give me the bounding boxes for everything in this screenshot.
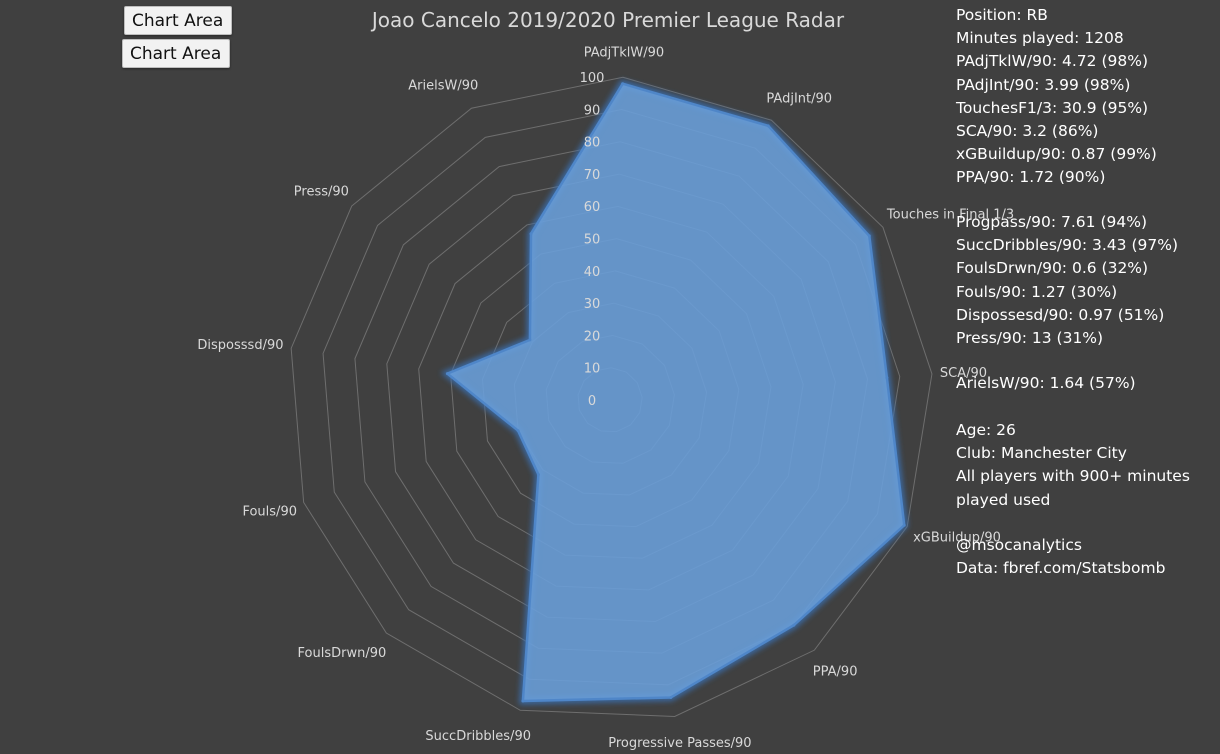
radar-series bbox=[440, 79, 908, 705]
info-line: TouchesF1/3: 30.9 (95%) bbox=[956, 98, 1149, 117]
tick-label: 80 bbox=[584, 136, 601, 151]
radar-tick-labels: 0 10 20 30 40 50 60 70 80 90 100 bbox=[580, 71, 605, 409]
info-line: SuccDribbles/90: 3.43 (97%) bbox=[956, 236, 1178, 255]
tick-label: 40 bbox=[584, 265, 601, 280]
series-vertex bbox=[902, 523, 906, 527]
axis-label: SCA/90 bbox=[940, 366, 987, 381]
axis-label: Disposssd/90 bbox=[197, 338, 283, 353]
info-block-club: Age: 26 Club: Manchester City All player… bbox=[956, 419, 1190, 512]
info-line: PPA/90: 1.72 (90%) bbox=[956, 168, 1106, 187]
info-line: PAdjInt/90: 3.99 (98%) bbox=[956, 75, 1131, 94]
info-line: xGBuildup/90: 0.87 (99%) bbox=[956, 145, 1157, 164]
axis-label: SuccDribbles/90 bbox=[425, 729, 531, 744]
tick-label: 100 bbox=[580, 71, 605, 86]
axis-label: Touches in Final 1/3 bbox=[886, 207, 1014, 222]
info-line: Age: 26 bbox=[956, 421, 1016, 439]
info-line: Progpass/90: 7.61 (94%) bbox=[956, 213, 1147, 231]
info-line: played used bbox=[956, 490, 1051, 509]
tick-label: 90 bbox=[584, 103, 601, 118]
series-vertex bbox=[529, 232, 533, 236]
series-vertex bbox=[516, 429, 520, 433]
series-vertex bbox=[528, 338, 532, 342]
series-vertex bbox=[536, 473, 540, 477]
series-vertex bbox=[521, 699, 525, 703]
chart-area-tooltip: Chart Area bbox=[124, 6, 233, 35]
tick-label: 50 bbox=[584, 233, 601, 248]
series-area bbox=[446, 82, 906, 703]
tick-label: 20 bbox=[584, 329, 601, 344]
tick-label: 10 bbox=[584, 362, 601, 377]
axis-label: Progressive Passes/90 bbox=[608, 736, 751, 751]
series-vertex bbox=[621, 82, 625, 86]
tick-label: 0 bbox=[588, 394, 596, 409]
axis-label: PAdjInt/90 bbox=[766, 92, 832, 107]
info-block-credits: @msocanalytics Data: fbref.com/Statsbomb bbox=[956, 534, 1165, 580]
series-vertex bbox=[669, 695, 673, 699]
grid-ring bbox=[290, 76, 933, 717]
info-block-player: Position: RB Minutes played: 1208 PAdjTk… bbox=[956, 4, 1157, 190]
axis-label: xGBuildup/90 bbox=[913, 531, 1001, 546]
info-line: Fouls/90: 1.27 (30%) bbox=[956, 282, 1118, 301]
info-line: PAdjTklW/90: 4.72 (98%) bbox=[956, 52, 1148, 71]
info-block-aerial: ArielsW/90: 1.64 (57%) bbox=[956, 372, 1136, 395]
axis-label: Fouls/90 bbox=[242, 505, 297, 520]
axis-label: PAdjTklW/90 bbox=[584, 45, 664, 60]
chart-title: Joao Cancelo 2019/2020 Premier League Ra… bbox=[370, 8, 845, 32]
radar-axis-labels: PAdjTklW/90 PAdjInt/90 Touches in Final 1/… bbox=[197, 45, 1014, 751]
tick-label: 70 bbox=[584, 168, 601, 183]
info-block-stats: Progpass/90: 7.61 (94%) SuccDribbles/90:… bbox=[956, 211, 1178, 350]
info-line: Data: fbref.com/Statsbomb bbox=[956, 559, 1166, 578]
chart-area-tooltip: Chart Area bbox=[122, 39, 231, 68]
series-vertex bbox=[792, 623, 796, 627]
axis-label: ArielsW/90 bbox=[408, 79, 478, 94]
info-line: ArielsW/90: 1.64 (57%) bbox=[956, 374, 1136, 392]
info-line: Club: Manchester City bbox=[956, 444, 1127, 463]
tick-label: 60 bbox=[584, 200, 601, 215]
info-line: Position: RB bbox=[956, 6, 1048, 24]
tick-label: 30 bbox=[584, 297, 601, 312]
info-line: SCA/90: 3.2 (86%) bbox=[956, 121, 1099, 140]
series-vertex bbox=[867, 234, 871, 238]
series-vertex bbox=[766, 124, 770, 128]
axis-label: FoulsDrwn/90 bbox=[298, 646, 387, 661]
info-line: @msocanalytics bbox=[956, 536, 1082, 554]
info-line: Dispossesd/90: 0.97 (51%) bbox=[956, 305, 1165, 324]
info-line: FoulsDrwn/90: 0.6 (32%) bbox=[956, 259, 1149, 278]
series-vertex bbox=[885, 376, 889, 380]
info-line: Minutes played: 1208 bbox=[956, 29, 1124, 48]
axis-label: Press/90 bbox=[294, 184, 349, 199]
info-line: Press/90: 13 (31%) bbox=[956, 328, 1104, 347]
series-vertex bbox=[445, 372, 449, 376]
info-line: All players with 900+ minutes bbox=[956, 467, 1190, 486]
axis-label: PPA/90 bbox=[813, 664, 858, 679]
